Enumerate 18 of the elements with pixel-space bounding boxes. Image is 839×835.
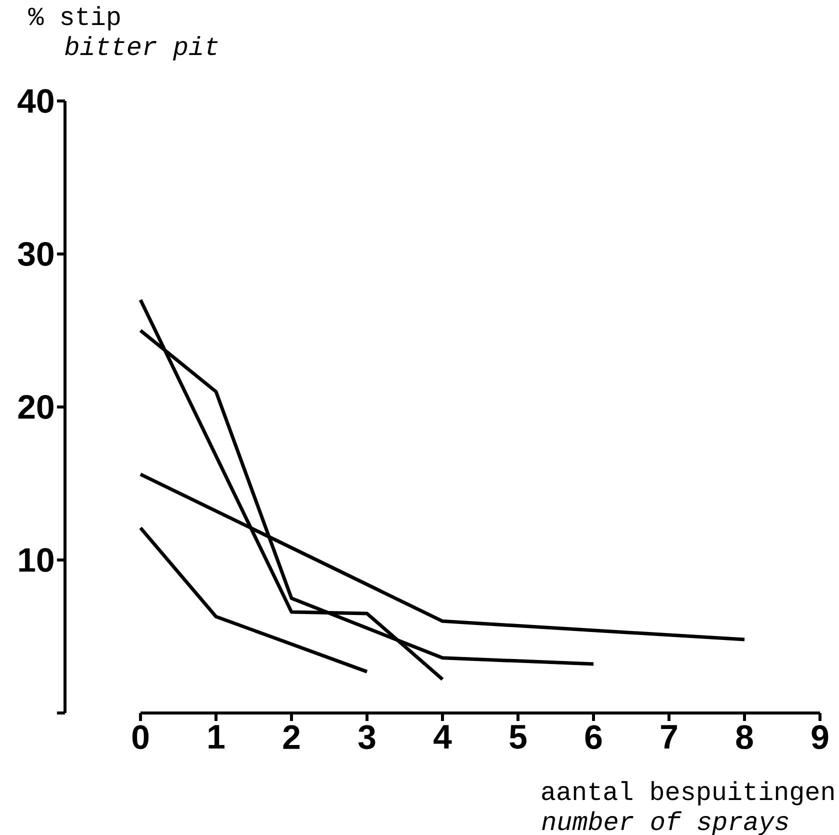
- x-tick-label: 2: [283, 725, 300, 749]
- x-tick-label: 3: [358, 725, 376, 750]
- y-tick-label: 20: [18, 394, 54, 419]
- x-axis-title: aantal bespuitingen: [542, 781, 834, 806]
- x-tick-label: 6: [585, 725, 602, 750]
- y-tick-label: 30: [18, 242, 54, 266]
- x-tick-label: 0: [132, 725, 149, 750]
- text: bitter pit: [65, 36, 218, 60]
- x-tick-label: 9: [812, 725, 828, 750]
- x-tick-label: 7: [661, 725, 677, 748]
- text: number of sprays: [542, 811, 788, 835]
- y-tick-label: 10: [19, 548, 54, 572]
- x-tick-label: 8: [736, 725, 753, 750]
- y-tick-label: 40: [18, 88, 54, 113]
- y-axis-title: % stip: [28, 6, 120, 30]
- x-tick-label: 1: [208, 725, 224, 748]
- x-tick-label: 5: [510, 725, 526, 749]
- x-tick-label: 4: [434, 725, 452, 748]
